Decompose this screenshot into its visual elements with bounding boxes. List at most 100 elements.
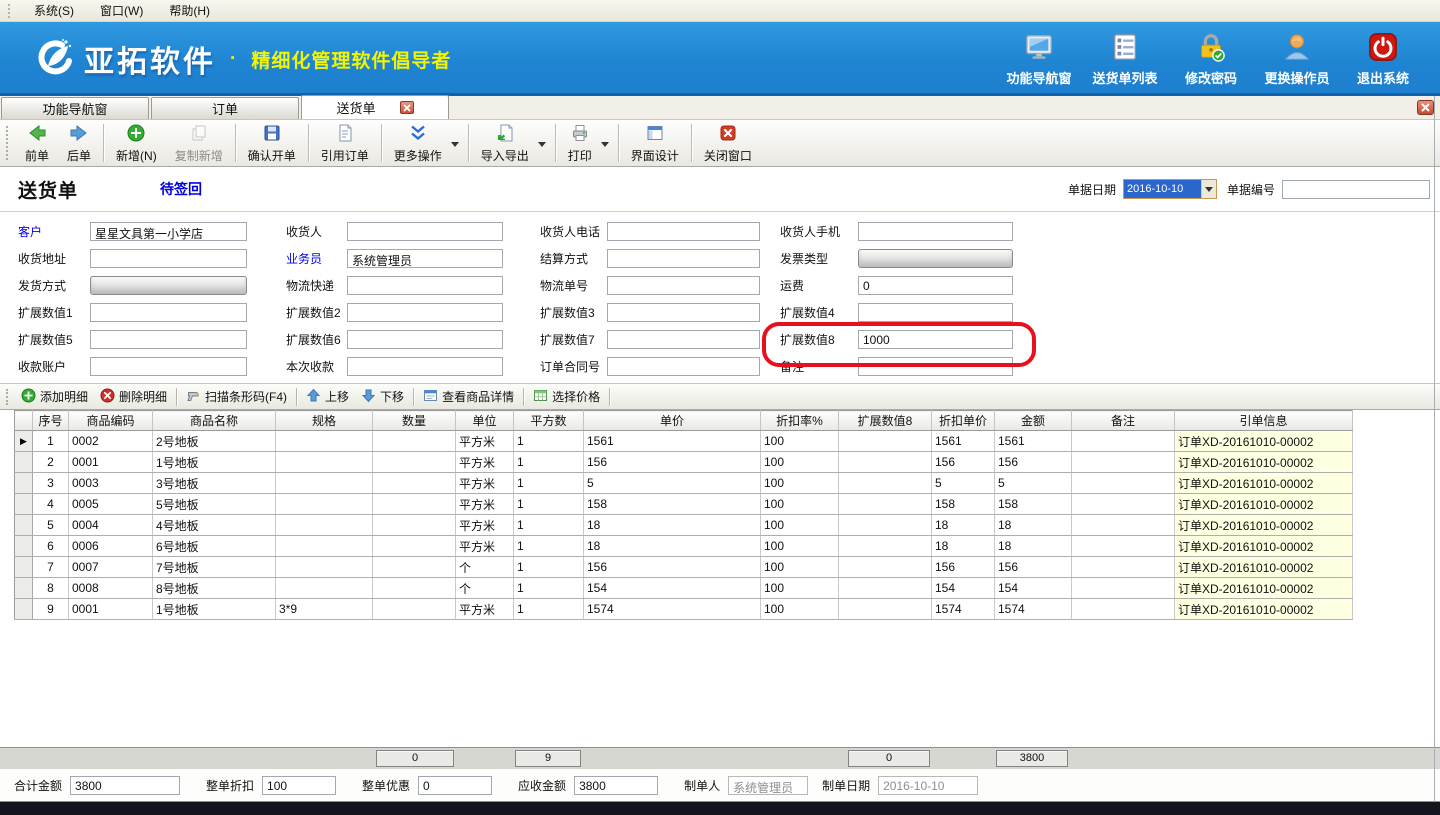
column-header[interactable]: 商品名称 [152,410,276,431]
table-row[interactable]: 3 0003 3号地板 平方米 1 5 100 5 5 订单XD-2016101… [14,472,1353,494]
field-input[interactable] [347,276,503,295]
field-input[interactable] [858,249,1013,268]
doc-no-input[interactable] [1282,179,1430,199]
tab-close-icon[interactable] [399,101,414,114]
column-header[interactable]: 备注 [1071,410,1175,431]
more-actions-button[interactable]: 更多操作 [385,121,451,166]
table-row[interactable]: 6 0006 6号地板 平方米 1 18 100 18 18 订单XD-2016… [14,535,1353,557]
table-row[interactable]: 7 0007 7号地板 个 1 156 100 156 156 订单XD-201… [14,556,1353,578]
add-row-button[interactable]: 添加明细 [15,386,94,408]
tab-orders[interactable]: 订单 [151,97,299,119]
tab-nav-window[interactable]: 功能导航窗 [1,97,149,119]
ref-order-button[interactable]: 引用订单 [312,121,378,166]
field-input[interactable] [607,276,760,295]
cell-code: 0006 [68,535,153,557]
delete-row-button[interactable]: 删除明细 [94,386,173,408]
chevron-down-icon[interactable] [537,141,546,147]
view-product-button[interactable]: 查看商品详情 [417,386,520,408]
new-button[interactable]: 新增(N) [107,121,166,166]
switch-operator-button[interactable]: 更换操作员 [1254,32,1340,87]
field-label: 收货人手机 [780,225,841,239]
field-input[interactable] [607,222,760,241]
field-input[interactable] [347,303,503,322]
copy-new-button[interactable]: 复制新增 [166,121,232,166]
select-price-button[interactable]: 选择价格 [527,386,606,408]
tab-delivery-note[interactable]: 送货单 [301,95,449,119]
column-header[interactable]: 单位 [455,410,514,431]
field-input[interactable] [90,330,247,349]
cell-ext8 [838,577,932,599]
table-row[interactable]: 8 0008 8号地板 个 1 154 100 154 154 订单XD-201… [14,577,1353,599]
exit-system-button[interactable]: 退出系统 [1340,32,1426,87]
column-header[interactable]: 单价 [583,410,761,431]
field-input[interactable] [607,330,760,349]
receivable-input[interactable]: 3800 [574,775,659,795]
column-header[interactable]: 折扣率% [760,410,839,431]
column-header[interactable]: 商品编码 [68,410,153,431]
cell-code: 0008 [68,577,153,599]
field-input[interactable] [858,303,1013,322]
field-input[interactable]: 0 [858,276,1013,295]
chevron-down-icon[interactable] [600,141,609,147]
footer-bar: 合计金额 3800 整单折扣 100 整单优惠 0 应收金额 3800 制单人 … [0,769,1440,802]
cell-discount-price: 1574 [931,598,995,620]
table-row[interactable]: 5 0004 4号地板 平方米 1 18 100 18 18 订单XD-2016… [14,514,1353,536]
confirm-button[interactable]: 确认开单 [239,121,305,166]
import-export-button[interactable]: 导入导出 [472,121,538,166]
print-button[interactable]: 打印 [559,121,601,166]
field-input[interactable] [858,357,1013,376]
next-doc-button[interactable]: 后单 [58,121,100,166]
field-input[interactable]: 1000 [858,330,1013,349]
field-input[interactable] [347,357,503,376]
nav-window-button[interactable]: 功能导航窗 [996,32,1082,87]
menu-window[interactable]: 窗口(W) [100,4,144,18]
move-up-button[interactable]: 上移 [300,386,355,408]
ui-design-button[interactable]: 界面设计 [622,121,688,166]
cell-name: 6号地板 [152,535,276,557]
column-header[interactable]: 引单信息 [1174,410,1353,431]
field-input[interactable] [347,330,503,349]
column-header[interactable]: 平方数 [513,410,584,431]
change-password-button[interactable]: 修改密码 [1168,32,1254,87]
panel-close-button[interactable] [1417,100,1434,115]
menu-help[interactable]: 帮助(H) [169,4,210,18]
column-header[interactable]: 折扣单价 [931,410,995,431]
field-input[interactable] [347,222,503,241]
table-row[interactable]: ▶ 1 0002 2号地板 平方米 1 1561 100 1561 1561 订… [14,430,1353,452]
field-input[interactable] [90,303,247,322]
delivery-list-button[interactable]: 送货单列表 [1082,32,1168,87]
total-amount-input[interactable]: 3800 [70,775,181,795]
doc-date-combo[interactable]: 2016-10-10 [1122,179,1217,199]
field-input[interactable] [90,357,247,376]
column-header[interactable]: 金额 [994,410,1072,431]
table-row[interactable]: 9 0001 1号地板 3*9 平方米 1 1574 100 1574 1574… [14,598,1353,620]
field-label: 扩展数值8 [780,333,835,347]
field-input[interactable] [90,249,247,268]
chevron-down-icon[interactable] [1200,180,1216,198]
scan-barcode-button[interactable]: 扫描条形码(F4) [180,386,293,408]
column-header[interactable]: 扩展数值8 [838,410,932,431]
field-input[interactable]: 系统管理员 [347,249,503,268]
table-row[interactable]: 4 0005 5号地板 平方米 1 158 100 158 158 订单XD-2… [14,493,1353,515]
form-field: 扩展数值5 [18,330,286,349]
column-header[interactable]: 数量 [372,410,456,431]
move-down-button[interactable]: 下移 [355,386,410,408]
chevron-down-icon[interactable] [450,141,459,147]
order-rebate-input[interactable]: 0 [418,775,493,795]
document-icon [335,123,355,146]
table-row[interactable]: 2 0001 1号地板 平方米 1 156 100 156 156 订单XD-2… [14,451,1353,473]
field-input[interactable] [607,249,760,268]
order-discount-input[interactable]: 100 [262,775,337,795]
prev-doc-button[interactable]: 前单 [16,121,58,166]
close-window-button[interactable]: 关闭窗口 [695,121,761,166]
column-header[interactable]: 序号 [32,410,69,431]
close-icon [718,123,738,146]
field-input[interactable] [607,303,760,322]
menu-system[interactable]: 系统(S) [34,4,74,18]
cell-note [1071,598,1175,620]
field-input[interactable] [90,276,247,295]
field-input[interactable] [858,222,1013,241]
field-input[interactable]: 星星文具第一小学店 [90,222,247,241]
field-input[interactable] [607,357,760,376]
column-header[interactable]: 规格 [275,410,373,431]
